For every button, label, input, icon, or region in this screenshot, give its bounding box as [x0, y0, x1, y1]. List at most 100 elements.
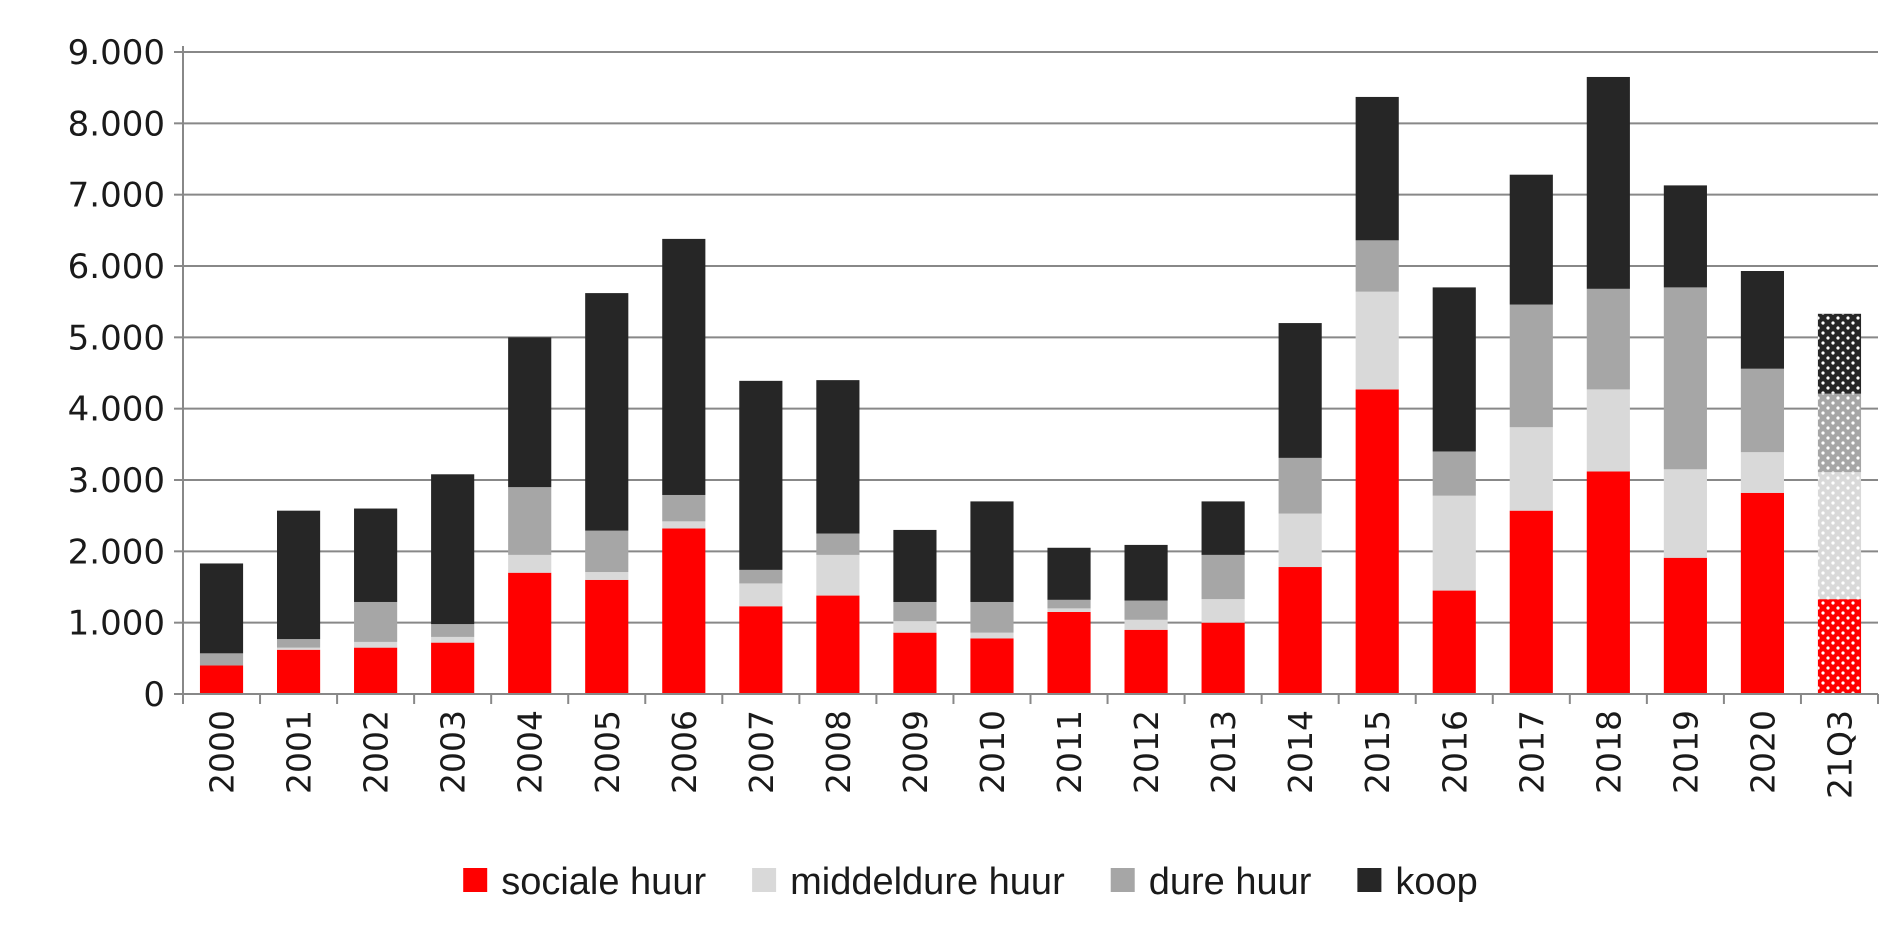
bar-segment: [1355, 96, 1399, 241]
legend-swatch: [1110, 868, 1135, 892]
y-tick-label: 9.000: [68, 33, 165, 73]
x-tick-label: 2009: [896, 710, 935, 794]
bar-segment: [816, 533, 860, 555]
bar-segment: [276, 639, 321, 648]
x-tick-label: 2003: [434, 710, 473, 794]
x-tick-label: 2017: [1512, 710, 1551, 794]
bar-segment: [970, 601, 1014, 633]
legend-label: koop: [1395, 861, 1477, 903]
bar-segment: [199, 665, 244, 694]
bar-segment: [662, 521, 706, 529]
bar-segment: [585, 579, 629, 694]
bar-segment: [1278, 457, 1322, 514]
bar-segment: [1586, 288, 1630, 390]
x-tick-label: 2004: [511, 710, 550, 794]
x-tick-label: 2005: [588, 710, 627, 794]
bar-segment: [1509, 304, 1553, 428]
bar-segment: [893, 632, 937, 694]
bar-segment: [1201, 501, 1245, 555]
bar-segment: [970, 632, 1014, 639]
bar-segment: [1663, 287, 1707, 470]
bar-segment: [199, 563, 244, 654]
bar-segment: [1047, 599, 1091, 609]
bar-segment: [1740, 270, 1785, 369]
y-tick-label: 3.000: [68, 461, 165, 501]
bar-segment: [1355, 240, 1399, 292]
x-tick-label: 2015: [1358, 710, 1397, 794]
bar-segment: [431, 642, 475, 694]
bar-segment: [1509, 510, 1553, 694]
bar-segment: [585, 530, 629, 573]
legend-label: sociale huur: [501, 861, 706, 903]
y-tick-label: 7.000: [68, 176, 165, 216]
bar-segment: [431, 636, 475, 643]
bar-segment: [893, 601, 937, 622]
x-tick-label: 21Q3: [1820, 710, 1859, 799]
bar-segment: [1201, 554, 1245, 600]
x-axis: 2000 2001 2002 2003 2004 2005 2006 2007 2008 2009…: [182, 693, 1879, 799]
bar-segment: [816, 554, 860, 596]
bar-segment: [1047, 611, 1091, 694]
bar-segment: [354, 641, 398, 648]
x-tick-label: 2007: [742, 710, 781, 794]
bar-segment: [431, 474, 475, 625]
bar-segment: [354, 601, 398, 642]
bar-segment: [276, 649, 321, 694]
x-tick-label: 2020: [1743, 710, 1782, 794]
x-tick-label: 2014: [1281, 710, 1320, 794]
y-tick-label: 4.000: [68, 390, 165, 430]
y-tick-label: 1.000: [68, 604, 165, 644]
bar-segment: [970, 638, 1014, 694]
bar-segment-pattern: [1817, 393, 1862, 473]
x-tick-label: 2002: [357, 710, 396, 794]
bar-segment: [1201, 622, 1245, 694]
bar-segment: [508, 572, 552, 694]
bar-segment: [893, 621, 937, 633]
bar-segment: [662, 238, 706, 495]
bar-segment: [354, 647, 398, 694]
bar-segment: [739, 569, 783, 584]
bar-segment-pattern: [1817, 472, 1862, 600]
legend-label: dure huur: [1149, 861, 1312, 903]
bar-segment: [1663, 469, 1707, 558]
bar-segment: [816, 595, 860, 694]
x-tick-label: 2008: [819, 710, 858, 794]
bar-segment: [1355, 291, 1399, 390]
bar-segment: [1278, 323, 1322, 458]
bar-segment: [1740, 368, 1785, 453]
bar-segment: [1586, 471, 1630, 694]
y-tick-label: 2.000: [68, 532, 165, 572]
bar-segment: [1432, 287, 1476, 452]
bar-segment: [816, 380, 860, 534]
y-tick-label: 8.000: [68, 104, 165, 144]
bar-segment: [739, 380, 783, 570]
y-tick-label: 6.000: [68, 247, 165, 287]
bar-segment: [1432, 495, 1476, 591]
bar-segment: [662, 528, 706, 694]
bar-segment: [1124, 629, 1168, 694]
bar-segment: [508, 554, 552, 573]
bar-segment: [1432, 451, 1476, 496]
bar-segment: [739, 606, 783, 694]
bar-segment: [585, 293, 629, 531]
legend-swatch: [1357, 868, 1382, 892]
bar-segment: [1124, 619, 1168, 630]
bar-segment: [1278, 567, 1322, 694]
bar-segment: [1740, 492, 1785, 694]
bar-segment: [276, 647, 321, 650]
bar-segment: [1586, 389, 1630, 472]
x-tick-label: 2018: [1589, 710, 1628, 794]
legend-label: middeldure huur: [790, 861, 1065, 903]
bar-segment: [354, 508, 398, 602]
bar-segment-pattern: [1817, 313, 1862, 394]
bar-segment: [431, 624, 475, 637]
bar-segment: [508, 487, 552, 555]
bar-segment: [1663, 557, 1707, 694]
y-tick-label: 0: [143, 675, 165, 715]
x-tick-label: 2016: [1435, 710, 1474, 794]
x-tick-label: 2006: [665, 710, 704, 794]
bar-segment: [1201, 599, 1245, 623]
x-tick-label: 2010: [973, 710, 1012, 794]
x-tick-label: 2001: [280, 710, 319, 794]
